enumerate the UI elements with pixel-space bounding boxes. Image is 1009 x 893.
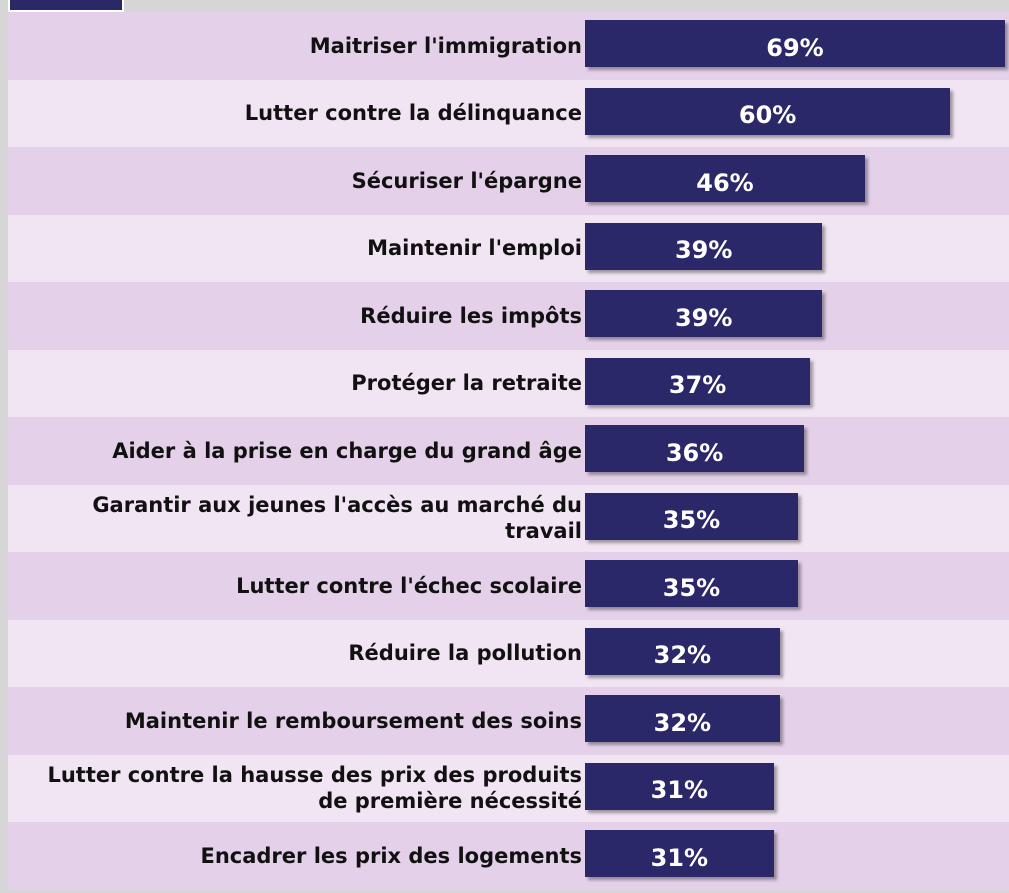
logo bbox=[8, 0, 124, 12]
value-label: 39% bbox=[674, 236, 733, 264]
category-label: Lutter contre la hausse des prix des pro… bbox=[47, 763, 582, 814]
category-label: Aider à la prise en charge du grand âge bbox=[112, 438, 582, 463]
row-stripe bbox=[8, 822, 1009, 890]
category-label: Protéger la retraite bbox=[351, 371, 582, 396]
bar bbox=[585, 762, 774, 810]
category-label: Réduire la pollution bbox=[348, 641, 582, 666]
bar bbox=[585, 155, 865, 202]
row-stripe bbox=[8, 417, 1009, 485]
category-label: Garantir aux jeunes l'accès au marché du… bbox=[92, 493, 582, 544]
value-label: 69% bbox=[766, 33, 824, 62]
row-stripe bbox=[8, 349, 1009, 417]
bar bbox=[585, 830, 774, 877]
bar bbox=[585, 20, 1005, 67]
row-stripe bbox=[8, 619, 1009, 687]
category-label: Maintenir le remboursement des soins bbox=[124, 708, 582, 733]
value-label: 39% bbox=[674, 303, 733, 332]
bar bbox=[585, 290, 823, 337]
row-stripe bbox=[8, 282, 1009, 350]
row-stripe bbox=[8, 484, 1009, 552]
row-stripe bbox=[8, 214, 1009, 282]
row-stripe bbox=[8, 687, 1009, 755]
bar bbox=[585, 425, 805, 472]
category-label: Sécuriser l'épargne bbox=[351, 168, 582, 193]
category-label: Réduire les impôts bbox=[360, 303, 582, 328]
bar bbox=[585, 560, 799, 607]
category-label: Maintenir l'emploi bbox=[367, 236, 582, 261]
value-label: 31% bbox=[650, 843, 709, 872]
bar bbox=[585, 222, 823, 270]
value-label: 37% bbox=[668, 371, 727, 399]
value-label: 35% bbox=[662, 573, 721, 602]
row-stripe bbox=[8, 552, 1009, 620]
bar bbox=[585, 357, 811, 405]
bar bbox=[585, 627, 780, 675]
bar bbox=[585, 87, 951, 135]
category-label: Lutter contre la délinquance bbox=[244, 101, 582, 126]
value-label: 46% bbox=[696, 168, 754, 197]
value-label: 36% bbox=[665, 438, 724, 467]
bar bbox=[585, 492, 799, 540]
category-label: Lutter contre l'échec scolaire bbox=[236, 573, 582, 598]
value-label: 60% bbox=[738, 101, 797, 129]
value-label: 32% bbox=[653, 641, 712, 669]
value-label: 35% bbox=[662, 506, 721, 534]
value-label: 32% bbox=[653, 708, 712, 737]
category-label: Maitriser l'immigration bbox=[309, 33, 582, 58]
bar bbox=[585, 695, 780, 742]
value-label: 31% bbox=[650, 776, 709, 804]
category-label: Encadrer les prix des logements bbox=[200, 843, 582, 868]
row-stripe bbox=[8, 754, 1009, 822]
